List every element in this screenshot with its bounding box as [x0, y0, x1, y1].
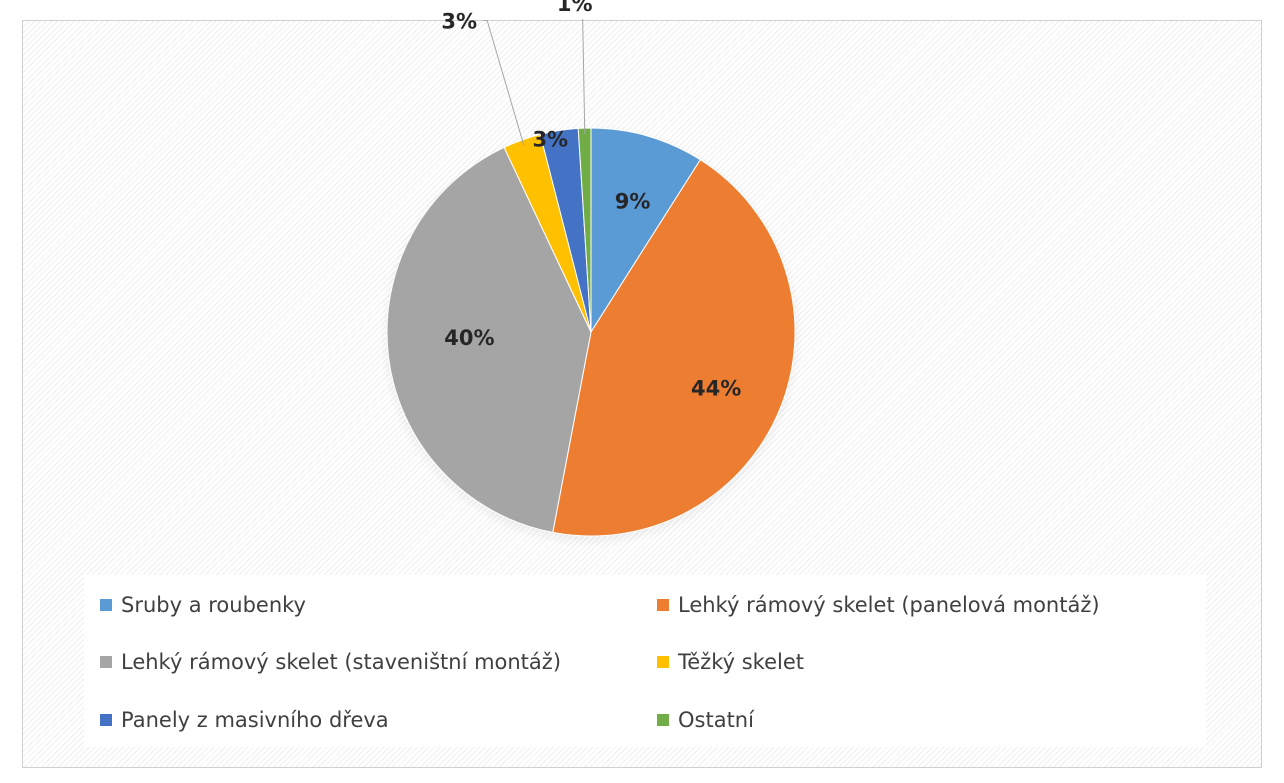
data-label-4: 3%: [441, 9, 477, 33]
legend-item-5: Panely z masivního dřeva: [100, 708, 389, 732]
legend-label: Sruby a roubenky: [121, 593, 306, 617]
legend-swatch: [100, 656, 112, 668]
data-label-1: 9%: [615, 190, 651, 214]
leader-line-4: [483, 19, 525, 146]
pie-slice-2: [552, 159, 796, 537]
legend-swatch: [100, 714, 112, 726]
legend-item-4: Těžký skelet: [657, 650, 804, 674]
legend-label: Lehký rámový skelet (staveništní montáž): [121, 650, 562, 674]
legend: Sruby a roubenky Lehký rámový skelet (pan…: [84, 575, 1206, 747]
pie-slice-3: [386, 146, 592, 533]
legend-label: Panely z masivního dřeva: [121, 708, 389, 732]
leader-line-6: [582, 18, 586, 135]
data-label-3: 40%: [444, 326, 494, 350]
legend-swatch: [657, 599, 669, 611]
legend-swatch: [657, 714, 669, 726]
legend-label: Ostatní: [678, 708, 754, 732]
data-label-6: 1%: [557, 0, 593, 16]
legend-swatch: [657, 656, 669, 668]
legend-label: Těžký skelet: [678, 650, 804, 674]
legend-label: Lehký rámový skelet (panelová montáž): [678, 593, 1100, 617]
pie-slice-1: [590, 127, 701, 334]
legend-swatch: [100, 599, 112, 611]
legend-item-2: Lehký rámový skelet (panelová montáž): [657, 593, 1100, 617]
data-label-2: 44%: [691, 377, 741, 401]
legend-item-3: Lehký rámový skelet (staveništní montáž): [100, 650, 561, 674]
data-label-5: 3%: [532, 128, 568, 152]
legend-item-1: Sruby a roubenky: [100, 593, 306, 617]
legend-item-6: Ostatní: [657, 708, 754, 732]
